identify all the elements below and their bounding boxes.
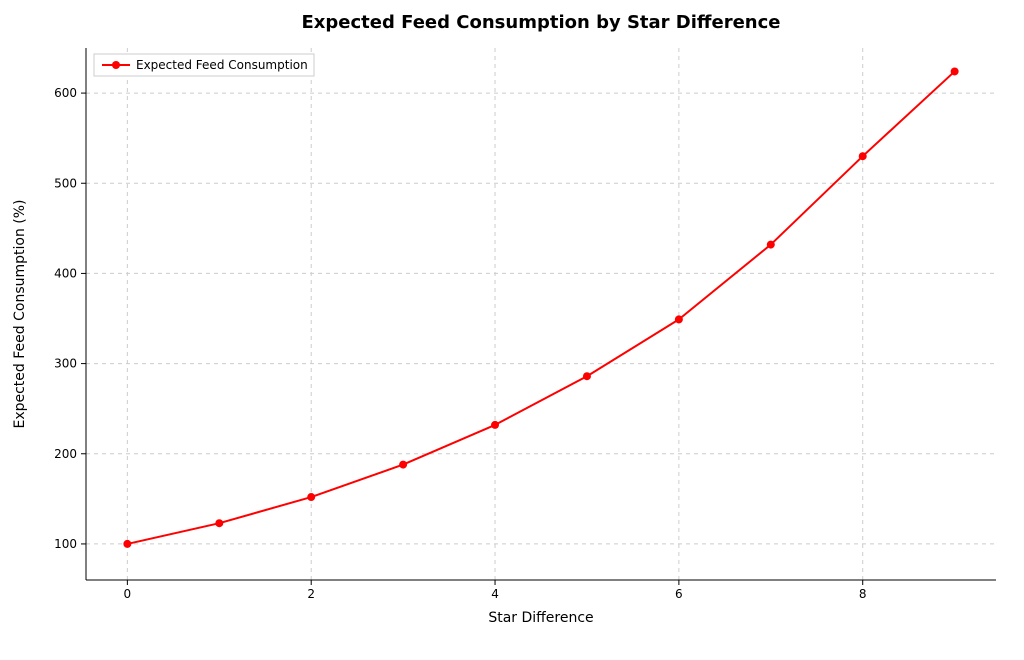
x-tick-label: 6	[675, 587, 683, 601]
y-tick-label: 200	[54, 447, 77, 461]
chart-container: 0 2 4 6 8 100 200 300 400 500 600 Expected Feed C…	[0, 0, 1024, 660]
x-tick-label: 8	[859, 587, 867, 601]
series-marker	[215, 519, 223, 527]
y-axis-label: Expected Feed Consumption (%)	[12, 199, 28, 428]
series-marker	[583, 372, 591, 380]
legend-marker-sample	[112, 61, 120, 69]
series-marker	[399, 461, 407, 469]
series-marker	[767, 241, 775, 249]
legend-label: Expected Feed Consumption	[136, 58, 308, 72]
y-tick-label: 500	[54, 176, 77, 190]
x-axis-label: Star Difference	[488, 610, 593, 626]
line-chart: 0 2 4 6 8 100 200 300 400 500 600 Expected Feed C…	[0, 0, 1024, 660]
series-marker	[951, 67, 959, 75]
grid	[86, 48, 996, 580]
legend: Expected Feed Consumption	[94, 54, 314, 76]
y-tick-label: 400	[54, 266, 77, 280]
series	[123, 67, 958, 547]
series-marker	[675, 315, 683, 323]
x-ticks: 0 2 4 6 8	[124, 580, 867, 601]
series-marker	[491, 421, 499, 429]
x-tick-label: 0	[124, 587, 132, 601]
chart-title: Expected Feed Consumption by Star Differ…	[302, 12, 781, 33]
x-tick-label: 4	[491, 587, 499, 601]
y-tick-label: 100	[54, 537, 77, 551]
spines	[86, 48, 996, 580]
y-tick-label: 300	[54, 357, 77, 371]
series-line	[127, 71, 954, 543]
series-marker	[859, 152, 867, 160]
series-marker	[307, 493, 315, 501]
y-tick-label: 600	[54, 86, 77, 100]
y-ticks: 100 200 300 400 500 600	[54, 86, 86, 551]
x-tick-label: 2	[307, 587, 315, 601]
series-marker	[123, 540, 131, 548]
